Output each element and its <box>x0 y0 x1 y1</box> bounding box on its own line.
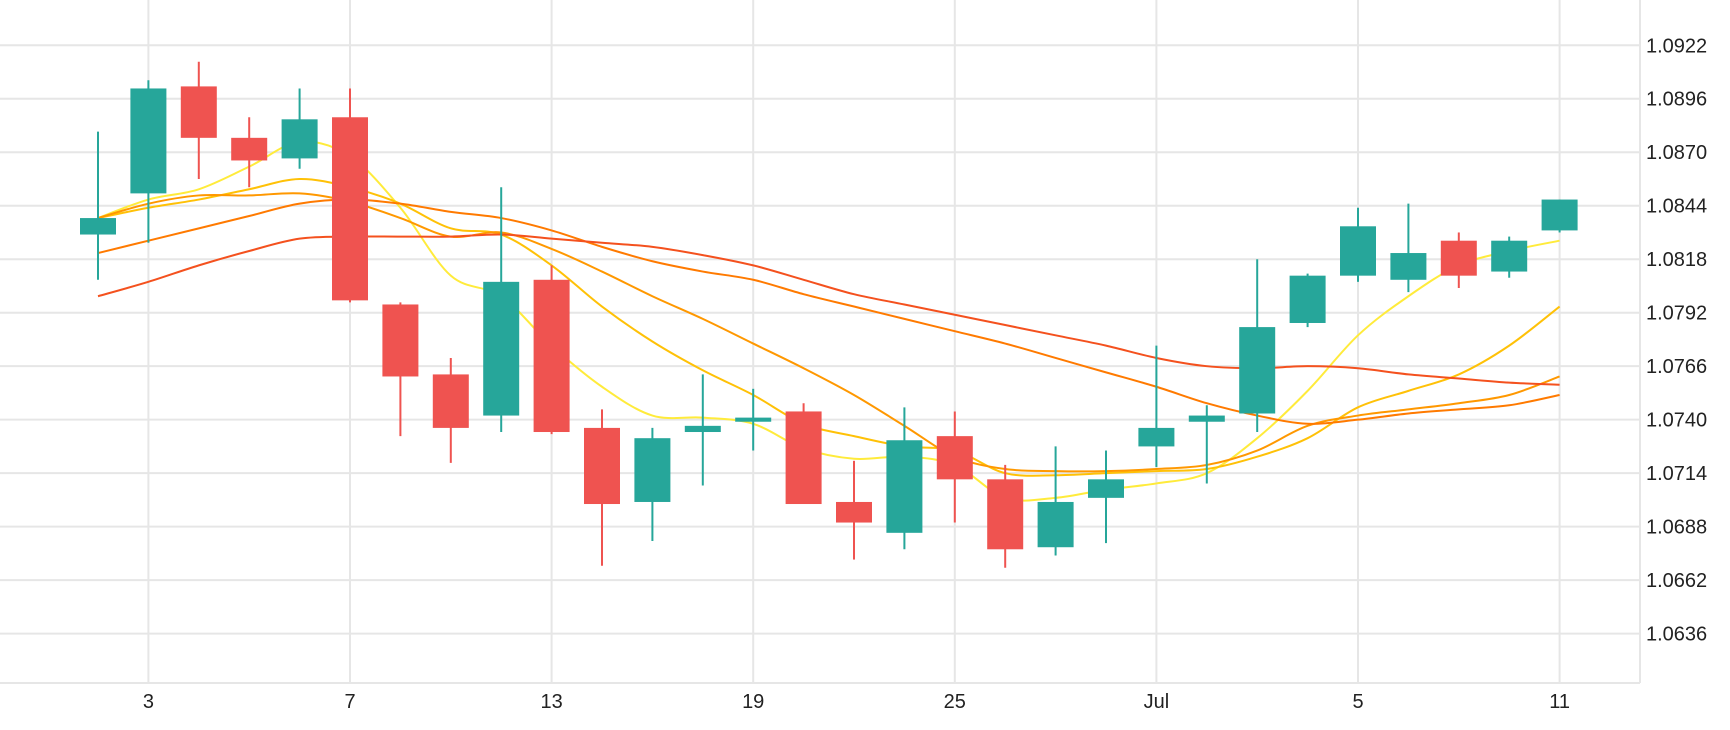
candle <box>584 409 620 566</box>
candle <box>1491 236 1528 278</box>
candle <box>785 403 822 505</box>
candle-body <box>1340 226 1376 276</box>
candle-body <box>130 88 167 194</box>
candle <box>836 460 872 560</box>
candle-body <box>483 281 520 416</box>
candle <box>1390 203 1427 293</box>
candle <box>432 357 469 463</box>
y-tick-label: 1.0844 <box>1646 196 1707 218</box>
candle-body <box>785 411 822 505</box>
candle-body <box>180 86 217 138</box>
candle-body <box>1138 427 1175 447</box>
candle-body <box>432 374 469 428</box>
candle-body <box>332 117 368 301</box>
candle-body <box>987 479 1024 550</box>
candle <box>382 302 419 437</box>
candle <box>1088 450 1124 544</box>
candle-body <box>231 137 268 161</box>
candle <box>735 388 772 451</box>
candle <box>281 88 318 169</box>
x-tick-label: Jul <box>1144 691 1170 713</box>
y-tick-label: 1.0740 <box>1646 410 1707 432</box>
y-tick-label: 1.0922 <box>1646 35 1707 57</box>
candle-body <box>1289 275 1326 323</box>
moving-averages-layer <box>97 140 1561 502</box>
candle-body <box>1239 327 1276 414</box>
x-tick-label: 11 <box>1549 691 1570 713</box>
candle-body <box>1037 501 1074 548</box>
candle <box>1541 199 1578 233</box>
candle-body <box>1390 253 1427 280</box>
x-tick-label: 19 <box>742 691 764 713</box>
candle-body <box>1491 240 1528 272</box>
candle-body <box>584 427 620 505</box>
candle <box>1440 232 1477 289</box>
candle <box>332 88 368 303</box>
candle-body <box>1440 240 1477 276</box>
candle-body <box>936 436 973 480</box>
candle <box>180 61 217 179</box>
grid-layer <box>0 0 1641 684</box>
x-axis-labels: 3 7 13 19 25 Jul 5 11 <box>143 691 1570 713</box>
candle <box>987 464 1024 568</box>
y-axis-labels: 1.0922 1.0896 1.0870 1.0844 1.0818 1.0792 1.07… <box>1646 35 1707 645</box>
moving-average-line-2 <box>97 177 1561 477</box>
candle <box>1289 273 1326 328</box>
y-tick-label: 1.0792 <box>1646 303 1707 325</box>
candle <box>231 117 268 188</box>
candle-body <box>533 279 570 433</box>
x-tick-label: 3 <box>143 691 154 713</box>
y-tick-label: 1.0714 <box>1646 463 1707 485</box>
x-tick-label: 25 <box>944 691 966 713</box>
y-tick-label: 1.0896 <box>1646 89 1707 111</box>
candle-body <box>886 440 923 533</box>
candle-body <box>735 417 772 422</box>
candle <box>130 80 167 243</box>
x-tick-label: 5 <box>1352 691 1363 713</box>
candle-body <box>1088 479 1124 498</box>
y-tick-label: 1.0688 <box>1646 517 1707 539</box>
candle <box>533 265 570 435</box>
y-tick-label: 1.0870 <box>1646 142 1707 164</box>
candles-layer <box>80 61 1578 568</box>
candle <box>1340 207 1376 282</box>
y-tick-label: 1.0766 <box>1646 356 1707 378</box>
candle-body <box>80 218 116 235</box>
candle <box>634 427 671 542</box>
candle-body <box>382 304 419 377</box>
candle <box>1037 446 1074 556</box>
candle <box>1188 405 1225 484</box>
x-tick-label: 13 <box>540 691 562 713</box>
candle-body <box>1188 415 1225 422</box>
candle-body <box>281 119 318 159</box>
candle-body <box>634 438 671 502</box>
candle <box>483 187 520 433</box>
candle-body <box>836 501 872 523</box>
candle <box>1138 345 1175 467</box>
y-tick-label: 1.0636 <box>1646 624 1707 646</box>
candle <box>684 374 721 486</box>
y-tick-label: 1.0818 <box>1646 249 1707 271</box>
candle <box>886 407 923 550</box>
candle <box>936 411 973 523</box>
x-tick-label: 7 <box>344 691 355 713</box>
candle <box>80 131 116 280</box>
y-tick-label: 1.0662 <box>1646 570 1707 592</box>
candle-body <box>1541 199 1578 231</box>
candle-body <box>684 425 721 433</box>
candle <box>1239 259 1276 433</box>
